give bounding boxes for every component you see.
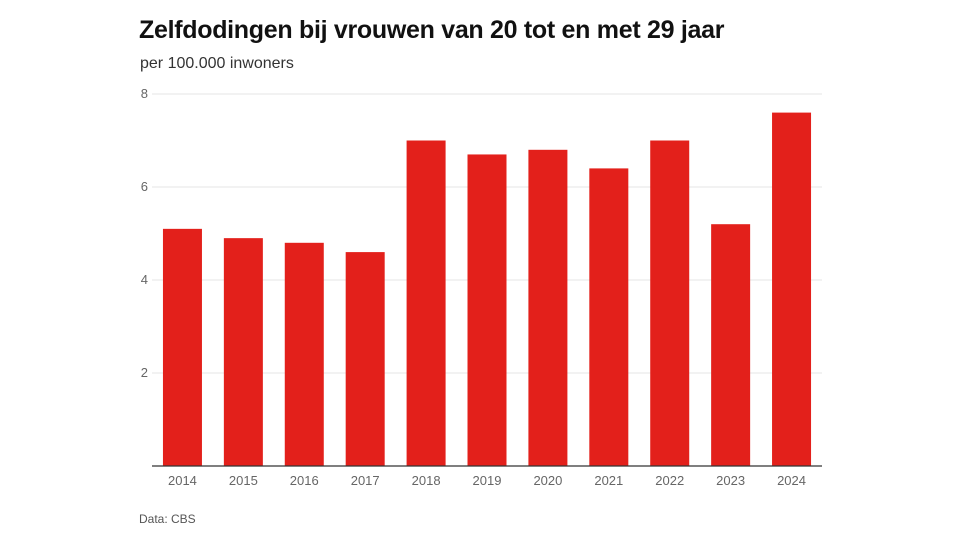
x-tick-label: 2024 [777, 473, 806, 488]
bar-2023 [711, 224, 751, 466]
x-tick-label: 2015 [229, 473, 258, 488]
bar-2015 [223, 238, 263, 466]
bar-2014 [162, 228, 202, 466]
y-tick-label: 8 [141, 86, 148, 101]
tick-labels: 2 4 6 8 2014 2015 2016 2017 2018 2019 2020 2021 2022… [141, 86, 806, 488]
x-tick-label: 2014 [168, 473, 197, 488]
x-tick-label: 2018 [412, 473, 441, 488]
bar-2020 [528, 149, 568, 467]
x-tick-label: 2019 [473, 473, 502, 488]
x-tick-label: 2017 [351, 473, 380, 488]
y-tick-label: 6 [141, 179, 148, 194]
bar-2019 [467, 154, 507, 466]
y-tick-label: 2 [141, 365, 148, 380]
x-tick-label: 2023 [716, 473, 745, 488]
x-tick-label: 2016 [290, 473, 319, 488]
y-tick-label: 4 [141, 272, 148, 287]
bar-2017 [345, 252, 385, 466]
bar-2016 [284, 242, 324, 466]
chart-subtitle: per 100.000 inwoners [140, 55, 294, 72]
bar-2021 [589, 168, 629, 466]
x-tick-label: 2020 [533, 473, 562, 488]
bar-2018 [406, 140, 446, 466]
chart-title: Zelfdodingen bij vrouwen van 20 tot en m… [139, 16, 725, 44]
x-tick-label: 2021 [594, 473, 623, 488]
x-tick-label: 2022 [655, 473, 684, 488]
bar-2022 [650, 140, 690, 466]
source-note: Data: CBS [139, 512, 196, 526]
bar-2024 [772, 112, 812, 466]
bars [162, 112, 812, 467]
